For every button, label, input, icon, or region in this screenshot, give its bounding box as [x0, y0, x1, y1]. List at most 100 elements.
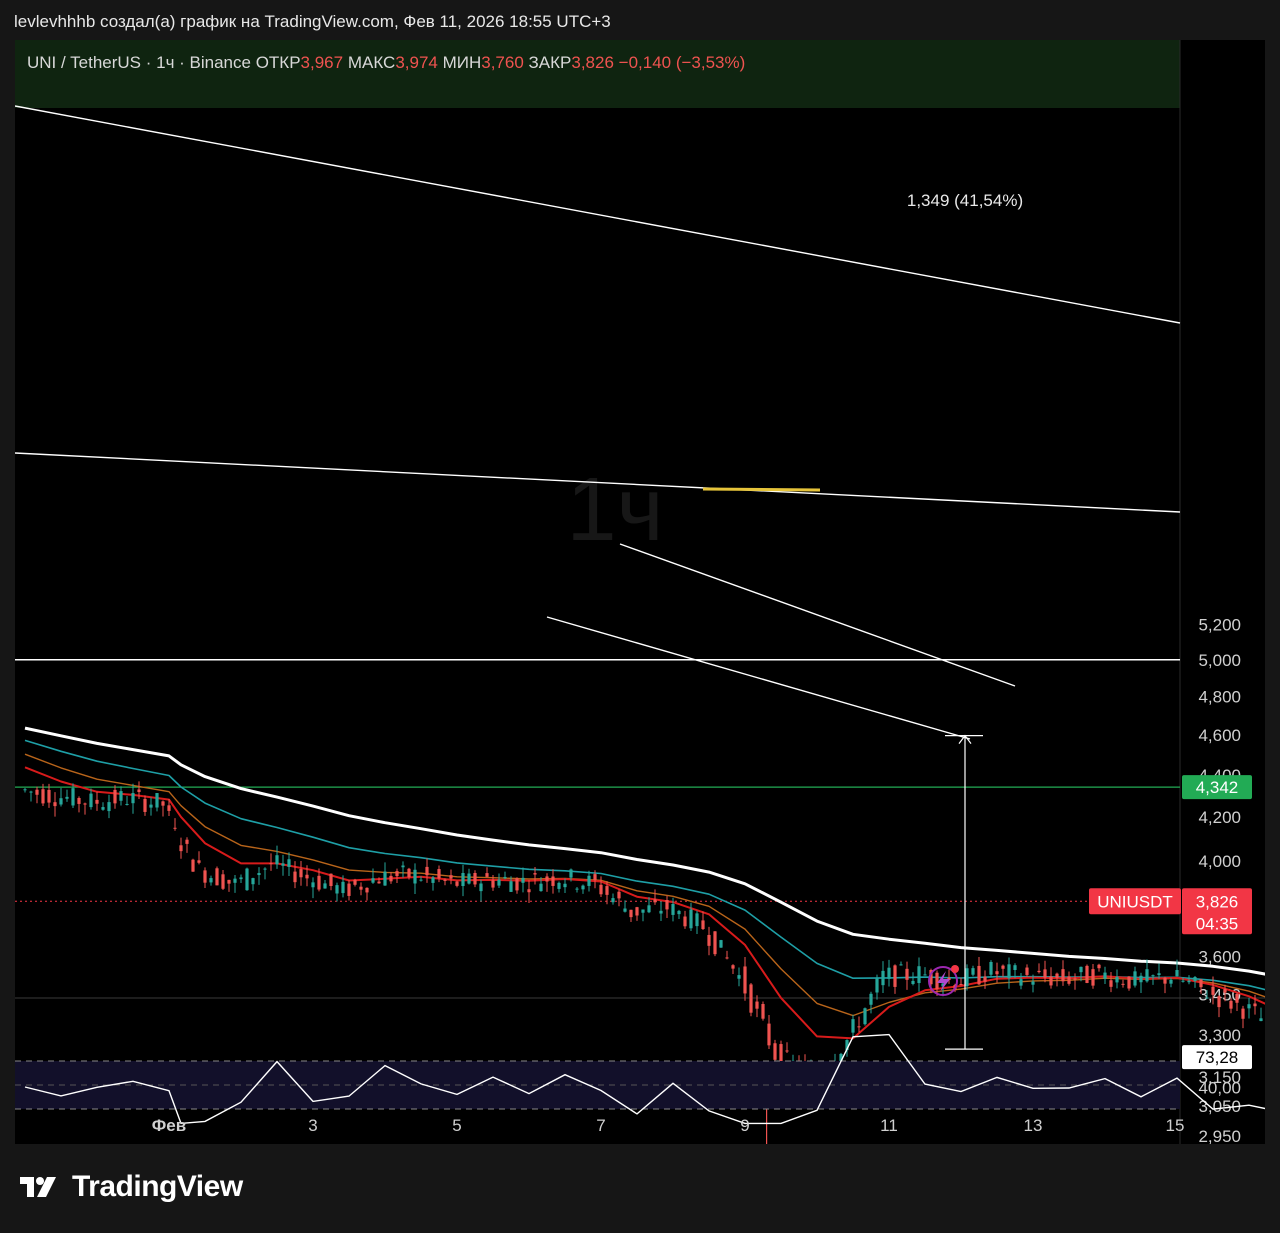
candle-up [611, 893, 615, 905]
channel-line-bottom [546, 616, 971, 740]
interval-watermark: 1ч [567, 460, 664, 560]
candle-down [299, 860, 303, 886]
candle-body [257, 873, 261, 876]
candle-body [251, 878, 255, 885]
rsi-value-tag [1182, 1045, 1252, 1070]
candle-body [719, 940, 723, 948]
candle-down [1241, 1005, 1245, 1029]
candle-down [767, 1015, 771, 1050]
price-tick-label: 2,950 [1198, 1127, 1241, 1144]
price-chart[interactable]: 5,2005,0004,8004,6004,4004,2004,0003,600… [15, 40, 1265, 1144]
candle-down [395, 868, 399, 883]
candle-up [989, 960, 993, 977]
candle-up [119, 786, 123, 806]
candle-body [605, 886, 609, 895]
candle-down [905, 961, 909, 990]
candle-up [275, 845, 279, 869]
price-tags: 4,342 3,826 04:35 UNIUSDT [1089, 775, 1252, 935]
candle-down [329, 873, 333, 891]
chart-panel[interactable]: 5,2005,0004,8004,6004,4004,2004,0003,600… [15, 40, 1265, 1144]
rsi-level-label: 40,00 [1198, 1078, 1241, 1097]
candle-body [1121, 983, 1125, 985]
candle-down [977, 957, 981, 986]
candle-body [929, 970, 933, 985]
tradingview-logo[interactable]: TradingView [18, 1170, 243, 1204]
candle-up [29, 790, 33, 802]
candle-down [1043, 960, 1047, 983]
time-tick-label: 15 [1166, 1116, 1185, 1135]
candle-down [515, 877, 519, 894]
candle-down [1127, 976, 1131, 991]
candle-down [665, 895, 669, 919]
candle-body [83, 803, 87, 805]
candle-up [1007, 957, 1011, 989]
candle-body [749, 984, 753, 1013]
candle-body [269, 863, 273, 865]
candle-down [443, 878, 447, 886]
candle-down [1061, 960, 1065, 986]
candle-up [971, 965, 975, 977]
candle-down [473, 870, 477, 888]
candle-body [1097, 964, 1101, 969]
candle-body [1229, 1000, 1233, 1009]
price-tick-label: 5,000 [1198, 651, 1241, 670]
candle-body [383, 871, 387, 886]
candle-up [257, 867, 261, 885]
candle-body [1241, 1008, 1245, 1019]
candle-down [305, 865, 309, 887]
candle-down [35, 786, 39, 804]
candle-down [485, 867, 489, 878]
candle-body [143, 798, 147, 812]
candle-up [287, 852, 291, 876]
candle-down [755, 995, 759, 1018]
candle-body [473, 872, 477, 885]
candle-body [29, 791, 33, 793]
candle-down [701, 911, 705, 931]
candle-body [575, 888, 579, 890]
candle-body [305, 874, 309, 879]
candle-down [455, 880, 459, 888]
candle-down [635, 906, 639, 921]
candle-down [215, 866, 219, 886]
candle-body [101, 807, 105, 810]
candle-up [239, 874, 243, 884]
candle-body [977, 965, 981, 985]
candle-up [1019, 972, 1023, 990]
candle-body [539, 883, 543, 892]
candle-up [1193, 976, 1197, 988]
candle-up [1205, 990, 1209, 999]
candle-down [203, 867, 207, 888]
candle-body [1061, 969, 1065, 982]
candle-body [1217, 996, 1221, 1008]
candle-body [851, 1019, 855, 1033]
candle-body [293, 871, 297, 883]
candle-down [161, 800, 165, 817]
candle-up [383, 862, 387, 886]
candle-down [893, 964, 897, 994]
candle-body [1055, 973, 1059, 978]
candle-down [449, 869, 453, 885]
candle-body [23, 789, 27, 791]
price-tick-label: 5,200 [1198, 615, 1241, 634]
candle-up [875, 974, 879, 1000]
candle-body [137, 789, 141, 793]
level-price-tag [1182, 775, 1252, 800]
candle-down [1235, 992, 1239, 1011]
candle-up [251, 877, 255, 891]
candle-up [539, 877, 543, 892]
candle-down [593, 870, 597, 889]
candle-body [965, 968, 969, 987]
candle-body [683, 916, 687, 927]
candle-up [659, 901, 663, 922]
ema-slow-line [24, 739, 1265, 991]
candle-up [1013, 963, 1017, 979]
candle-down [857, 1016, 861, 1033]
candle-down [731, 964, 735, 974]
candle-down [1229, 998, 1233, 1014]
candle-body [1175, 970, 1179, 977]
candle-up [281, 854, 285, 876]
candle-body [263, 868, 267, 870]
candle-up [671, 897, 675, 922]
candle-body [221, 874, 225, 889]
candle-body [1211, 986, 1215, 995]
